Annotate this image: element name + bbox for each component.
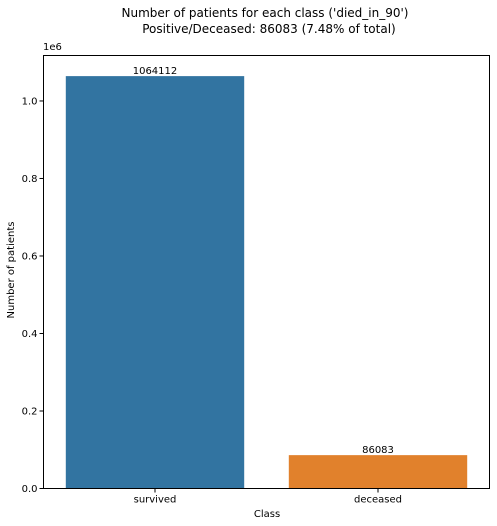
y-axis-offset-label: 1e6 [43,42,62,53]
chart-title: Number of patients for each class ('died… [122,6,409,20]
y-tick-label-2: 0.4 [22,329,38,340]
x-tick-label-survived: survived [134,495,177,506]
y-tick-label-4: 0.8 [22,174,38,185]
bar-deceased [288,455,468,489]
y-tick-label-0: 0.0 [22,484,38,495]
y-tick-label-5: 1.0 [22,96,38,107]
x-tick-label-deceased: deceased [354,495,402,506]
bar-survived [65,76,245,489]
plot-frame [43,55,490,489]
data-label-survived: 1064112 [133,66,178,77]
y-tick-label-1: 0.2 [22,406,38,417]
x-axis-label: Class [254,509,280,520]
y-axis-label: Number of patients [6,222,17,319]
data-label-deceased: 86083 [362,445,394,456]
y-tick-label-3: 0.6 [22,251,38,262]
chart-marks: 0.0 0.2 0.4 0.6 0.8 1.0 1064112 survived 86083 de… [22,66,468,506]
chart-subtitle: Positive/Deceased: 86083 (7.48% of total… [142,22,395,36]
